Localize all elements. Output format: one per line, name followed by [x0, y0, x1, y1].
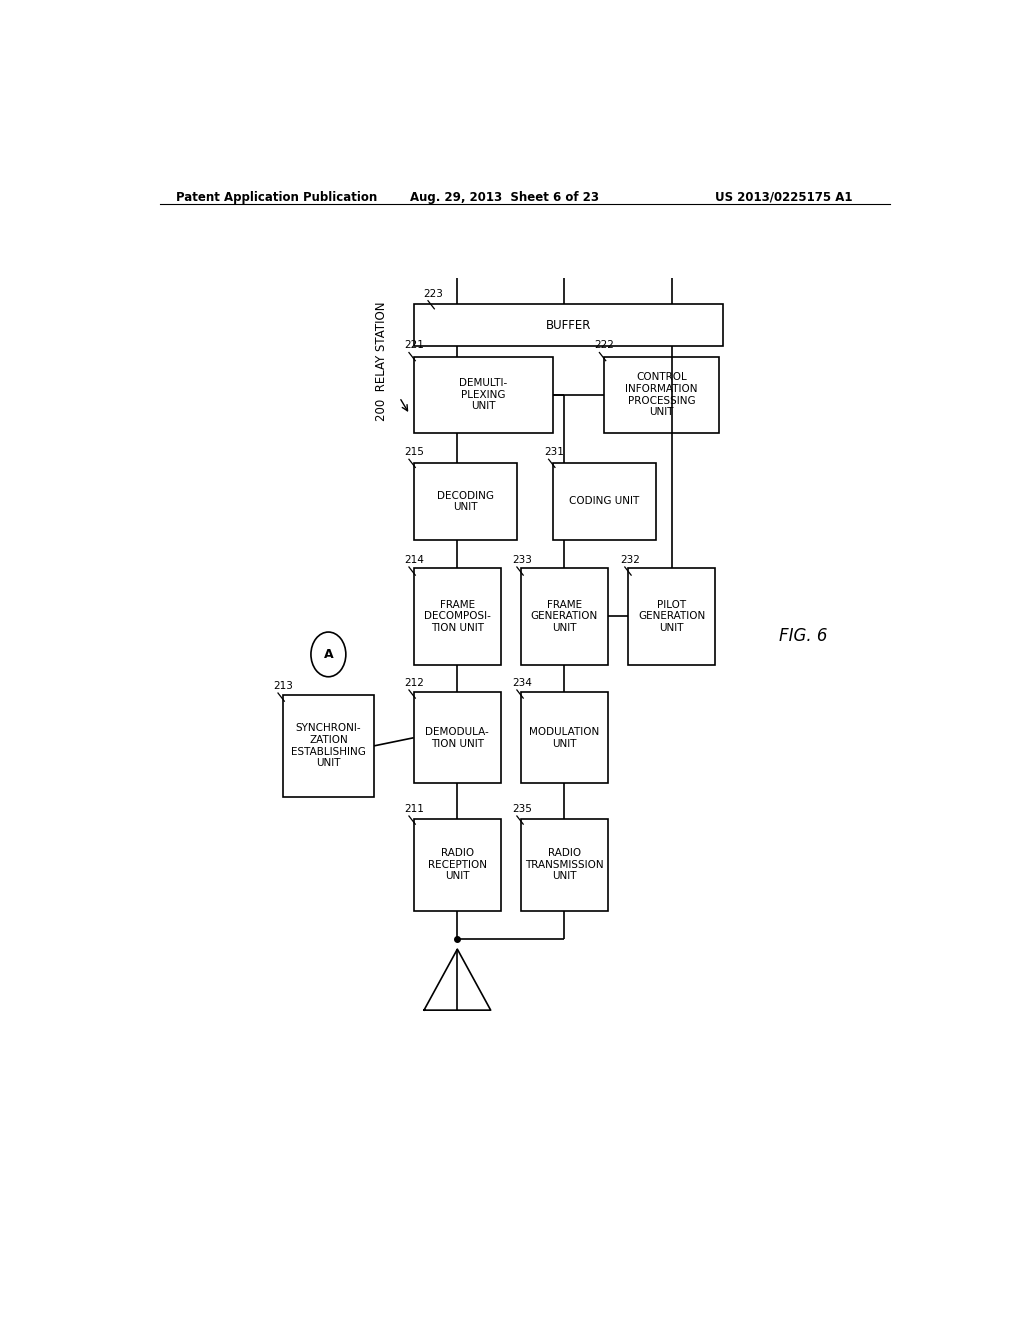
- Text: 212: 212: [404, 678, 424, 688]
- Bar: [521, 568, 608, 664]
- Text: CODING UNIT: CODING UNIT: [569, 496, 639, 507]
- Text: 221: 221: [404, 341, 424, 351]
- Text: 222: 222: [595, 341, 614, 351]
- Text: RADIO
RECEPTION
UNIT: RADIO RECEPTION UNIT: [428, 849, 486, 882]
- Text: FIG. 6: FIG. 6: [778, 627, 827, 645]
- Text: 231: 231: [544, 447, 564, 457]
- Text: RADIO
TRANSMISSION
UNIT: RADIO TRANSMISSION UNIT: [525, 849, 604, 882]
- Text: 233: 233: [512, 554, 532, 565]
- Text: 213: 213: [273, 681, 293, 690]
- Text: MODULATION
UNIT: MODULATION UNIT: [529, 727, 600, 748]
- Bar: [414, 356, 553, 433]
- Bar: [521, 818, 608, 911]
- Text: 232: 232: [620, 554, 640, 565]
- Bar: [283, 696, 374, 797]
- Text: BUFFER: BUFFER: [546, 318, 591, 331]
- Text: SYNCHRONI-
ZATION
ESTABLISHING
UNIT: SYNCHRONI- ZATION ESTABLISHING UNIT: [291, 723, 366, 768]
- Text: CONTROL
INFORMATION
PROCESSING
UNIT: CONTROL INFORMATION PROCESSING UNIT: [626, 372, 698, 417]
- Text: DEMODULA-
TION UNIT: DEMODULA- TION UNIT: [425, 727, 489, 748]
- Text: 235: 235: [512, 804, 532, 814]
- Text: 223: 223: [423, 289, 443, 298]
- Text: 215: 215: [404, 447, 424, 457]
- Text: A: A: [324, 648, 333, 661]
- Bar: [628, 568, 716, 664]
- Text: DECODING
UNIT: DECODING UNIT: [437, 491, 494, 512]
- Text: US 2013/0225175 A1: US 2013/0225175 A1: [715, 191, 853, 203]
- Bar: [414, 304, 723, 346]
- Text: PILOT
GENERATION
UNIT: PILOT GENERATION UNIT: [638, 599, 706, 632]
- Text: 211: 211: [404, 804, 424, 814]
- Bar: [414, 568, 501, 664]
- Text: 214: 214: [404, 554, 424, 565]
- Bar: [604, 356, 719, 433]
- Text: FRAME
GENERATION
UNIT: FRAME GENERATION UNIT: [530, 599, 598, 632]
- Text: FRAME
DECOMPOSI-
TION UNIT: FRAME DECOMPOSI- TION UNIT: [424, 599, 490, 632]
- Text: 200  RELAY STATION: 200 RELAY STATION: [376, 302, 388, 421]
- Bar: [414, 692, 501, 784]
- Bar: [553, 463, 655, 540]
- Text: Patent Application Publication: Patent Application Publication: [176, 191, 377, 203]
- Bar: [414, 463, 517, 540]
- Text: Aug. 29, 2013  Sheet 6 of 23: Aug. 29, 2013 Sheet 6 of 23: [410, 191, 599, 203]
- Text: 234: 234: [512, 678, 532, 688]
- Text: DEMULTI-
PLEXING
UNIT: DEMULTI- PLEXING UNIT: [459, 378, 507, 412]
- Bar: [521, 692, 608, 784]
- Bar: [414, 818, 501, 911]
